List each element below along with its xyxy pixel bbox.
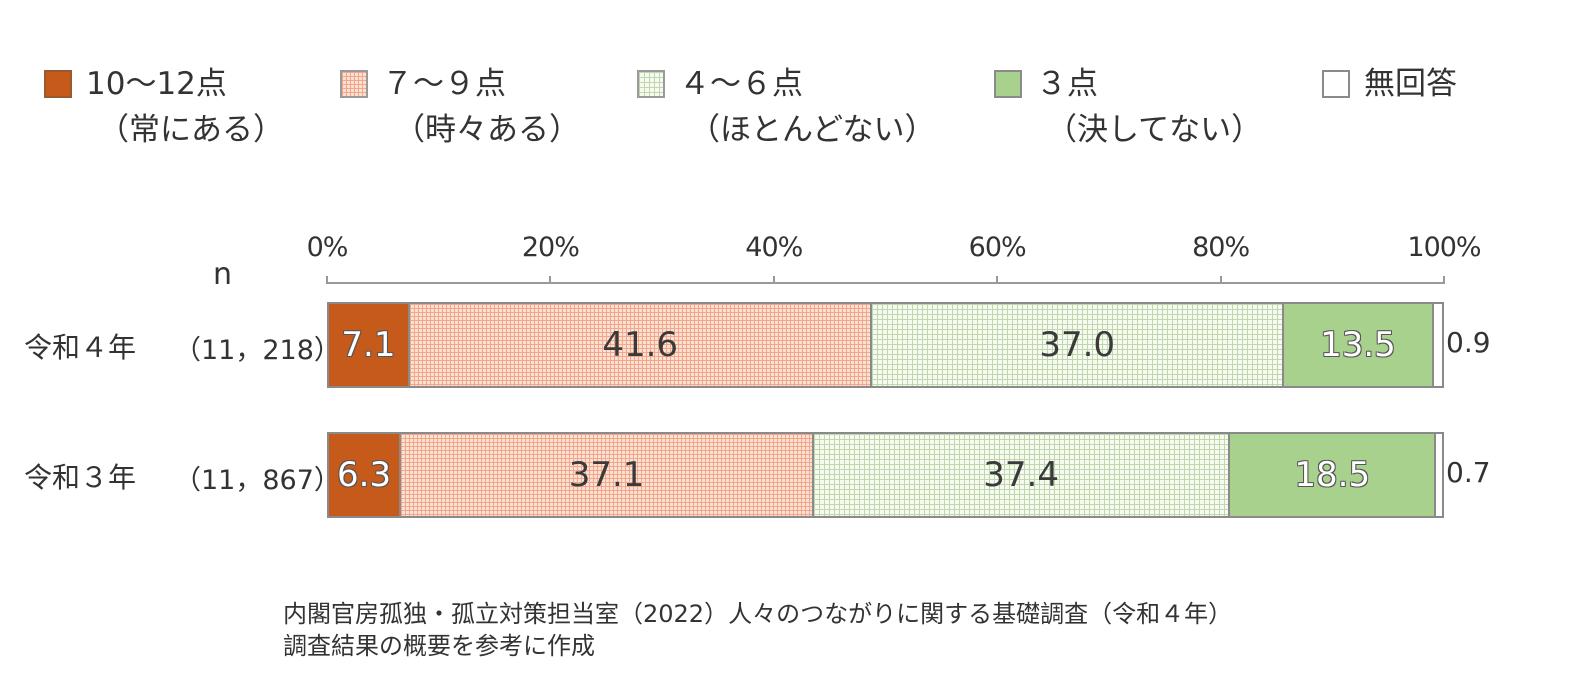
x-tick-label: 100% (1407, 232, 1481, 263)
legend-label: ３点 (1036, 66, 1098, 102)
x-tick (1219, 276, 1222, 284)
data-label: 18.5 (1294, 455, 1371, 495)
segment-7-9: 41.6 (407, 304, 871, 386)
stacked-bar-chart: n 0% 20% 40% 60% 80% 100% 令和４年 （11，218） 7.1 41.6 3… (24, 232, 1491, 518)
row-sample-size: （11，218） (174, 335, 341, 366)
legend-swatch-10-12 (44, 70, 72, 98)
segment-10-12: 6.3 (329, 434, 400, 516)
data-label: 7.1 (341, 325, 396, 365)
legend-label: 10～12点 (86, 66, 227, 102)
data-label: 37.0 (1039, 325, 1116, 365)
data-label: 13.5 (1320, 325, 1396, 365)
x-tick-label: 60% (968, 232, 1027, 263)
legend-sublabel: （決してない） (1046, 112, 1263, 148)
legend-label: ４～６点 (679, 66, 803, 102)
x-axis-line (327, 282, 1444, 284)
legend-swatch-no-answer (1322, 70, 1350, 98)
segment-3: 13.5 (1281, 304, 1432, 386)
data-label-no-answer: 0.7 (1446, 456, 1491, 489)
n-header: n (213, 257, 233, 292)
source-note: 内閣官房孤独・孤立対策担当室（2022）人々のつながりに関する基礎調査（令和４年… (283, 598, 1232, 662)
segment-no-answer (1431, 304, 1442, 386)
segment-no-answer (1434, 434, 1442, 516)
x-tick (1443, 276, 1445, 284)
legend: 10～12点 （常にある） ７～９点 （時々ある） ４～６点 （ほとんどない） … (0, 0, 1578, 160)
legend-sublabel: （時々ある） (394, 112, 580, 148)
x-tick-label: 0% (306, 232, 349, 263)
x-tick-label: 80% (1192, 232, 1250, 263)
data-label-no-answer: 0.9 (1446, 326, 1491, 359)
segment-4-6: 37.0 (870, 304, 1282, 386)
row-sample-size: （11，867） (174, 465, 341, 496)
x-tick (996, 276, 999, 284)
data-label: 37.4 (983, 455, 1059, 495)
segment-7-9: 37.1 (399, 434, 813, 516)
x-tick (326, 276, 328, 284)
legend-swatch-3 (994, 70, 1022, 98)
legend-label: 無回答 (1364, 66, 1457, 102)
segment-3: 18.5 (1228, 434, 1435, 516)
stacked-bar: 6.3 37.1 37.4 18.5 (327, 432, 1444, 518)
legend-label: ７～９点 (382, 66, 506, 102)
row-label: 令和４年 (24, 331, 137, 364)
source-line-2: 調査結果の概要を参考に作成 (283, 632, 595, 660)
data-label: 41.6 (602, 325, 679, 365)
legend-swatch-7-9 (340, 70, 368, 98)
segment-10-12: 7.1 (329, 304, 408, 386)
x-tick-label: 40% (745, 232, 803, 263)
row-label: 令和３年 (24, 461, 137, 494)
legend-swatch-4-6 (637, 70, 665, 98)
x-tick-label: 20% (521, 232, 580, 263)
data-label: 37.1 (568, 455, 645, 495)
segment-4-6: 37.4 (812, 434, 1229, 516)
legend-sublabel: （ほとんどない） (689, 112, 936, 148)
x-tick (772, 276, 775, 284)
source-line-1: 内閣官房孤独・孤立対策担当室（2022）人々のつながりに関する基礎調査（令和４年… (283, 600, 1233, 628)
stacked-bar: 7.1 41.6 37.0 13.5 (327, 302, 1444, 388)
x-tick (549, 276, 552, 284)
legend-sublabel: （常にある） (98, 112, 284, 148)
data-label: 6.3 (337, 455, 392, 495)
